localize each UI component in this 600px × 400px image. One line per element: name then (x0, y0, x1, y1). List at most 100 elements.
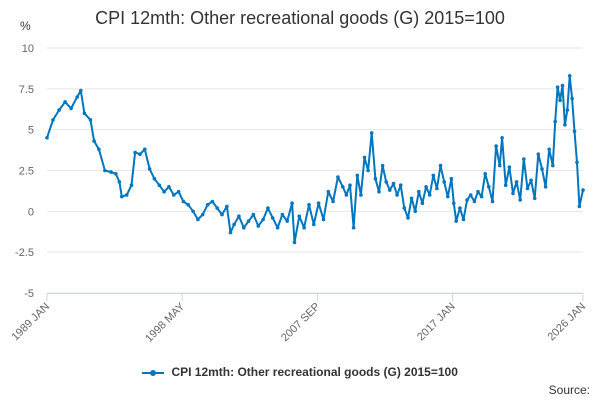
data-point[interactable] (63, 100, 67, 104)
data-point[interactable] (138, 152, 142, 156)
data-point[interactable] (567, 74, 572, 78)
data-point[interactable] (97, 147, 101, 152)
data-point[interactable] (280, 212, 285, 217)
data-point[interactable] (215, 206, 219, 210)
legend[interactable]: CPI 12mth: Other recreational goods (G) … (0, 365, 600, 379)
data-point[interactable] (465, 198, 469, 202)
data-point[interactable] (476, 189, 480, 194)
data-point[interactable] (362, 155, 367, 160)
data-point[interactable] (205, 203, 210, 207)
data-point[interactable] (57, 108, 61, 112)
data-point[interactable] (483, 172, 488, 176)
data-point[interactable] (525, 186, 530, 191)
data-point[interactable] (82, 111, 87, 116)
data-point[interactable] (302, 225, 306, 230)
data-point[interactable] (540, 167, 544, 171)
data-point[interactable] (316, 201, 321, 205)
data-point[interactable] (377, 189, 381, 194)
data-point[interactable] (143, 147, 147, 152)
data-point[interactable] (45, 136, 49, 140)
data-point[interactable] (555, 85, 560, 89)
data-point[interactable] (380, 163, 385, 168)
data-point[interactable] (312, 222, 316, 227)
data-point[interactable] (191, 209, 195, 214)
data-point[interactable] (446, 194, 450, 199)
data-point[interactable] (388, 188, 392, 192)
data-point[interactable] (172, 193, 176, 197)
data-point[interactable] (570, 96, 574, 101)
data-point[interactable] (461, 217, 466, 222)
data-point[interactable] (458, 206, 462, 210)
data-point[interactable] (369, 131, 374, 135)
data-point[interactable] (341, 185, 345, 189)
data-point[interactable] (420, 201, 425, 205)
data-point[interactable] (442, 180, 447, 184)
data-point[interactable] (157, 183, 162, 187)
data-point[interactable] (290, 201, 294, 205)
data-point[interactable] (511, 191, 515, 196)
data-point[interactable] (307, 203, 311, 207)
data-point[interactable] (75, 95, 79, 99)
data-point[interactable] (479, 194, 484, 199)
data-point[interactable] (563, 123, 567, 127)
data-point[interactable] (186, 203, 190, 207)
data-point[interactable] (543, 185, 548, 189)
data-point[interactable] (532, 196, 537, 201)
data-point[interactable] (133, 150, 137, 155)
data-point[interactable] (560, 83, 565, 88)
data-point[interactable] (558, 98, 562, 103)
data-point[interactable] (51, 118, 55, 122)
data-point[interactable] (494, 144, 498, 148)
data-point[interactable] (490, 199, 495, 204)
data-point[interactable] (468, 193, 473, 197)
data-point[interactable] (395, 193, 399, 197)
data-point[interactable] (344, 193, 349, 197)
data-point[interactable] (348, 183, 352, 187)
data-point[interactable] (503, 183, 508, 187)
data-point[interactable] (266, 206, 270, 210)
data-point[interactable] (366, 168, 370, 173)
data-point[interactable] (270, 216, 275, 220)
data-point[interactable] (529, 178, 533, 183)
data-point[interactable] (551, 163, 555, 168)
data-point[interactable] (359, 193, 363, 197)
data-point[interactable] (88, 118, 93, 122)
data-point[interactable] (497, 163, 502, 168)
data-point[interactable] (514, 180, 519, 184)
data-point[interactable] (547, 147, 551, 152)
data-point[interactable] (103, 168, 107, 173)
data-point[interactable] (355, 173, 360, 178)
data-point[interactable] (331, 199, 335, 204)
data-point[interactable] (384, 180, 389, 184)
data-point[interactable] (572, 129, 577, 134)
data-point[interactable] (581, 188, 585, 192)
data-point[interactable] (409, 196, 414, 201)
data-point[interactable] (200, 212, 205, 217)
data-point[interactable] (427, 193, 432, 197)
data-point[interactable] (452, 201, 456, 205)
data-point[interactable] (167, 185, 171, 189)
data-point[interactable] (522, 157, 526, 161)
data-point[interactable] (454, 219, 459, 223)
data-point[interactable] (242, 225, 246, 230)
data-point[interactable] (285, 219, 290, 223)
data-point[interactable] (232, 222, 236, 227)
data-point[interactable] (246, 219, 251, 223)
data-point[interactable] (321, 217, 326, 222)
data-point[interactable] (351, 225, 356, 230)
data-point[interactable] (228, 230, 233, 235)
data-point[interactable] (225, 204, 229, 209)
data-point[interactable] (336, 175, 340, 179)
data-point[interactable] (472, 199, 477, 204)
data-point[interactable] (92, 139, 96, 143)
data-point[interactable] (237, 214, 241, 218)
data-point[interactable] (518, 198, 522, 202)
data-point[interactable] (326, 189, 331, 194)
data-point[interactable] (536, 152, 541, 156)
data-point[interactable] (261, 217, 265, 222)
data-point[interactable] (431, 173, 436, 178)
data-point[interactable] (79, 88, 83, 93)
data-point[interactable] (162, 189, 166, 194)
data-point[interactable] (124, 193, 129, 197)
data-point[interactable] (417, 189, 421, 194)
